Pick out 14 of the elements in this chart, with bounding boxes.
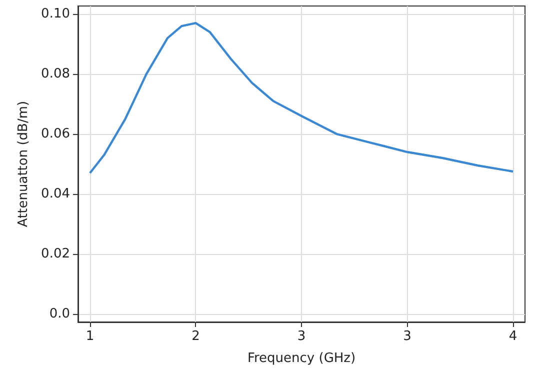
line-series bbox=[88, 22, 514, 174]
y-tick-label: 0.10 bbox=[41, 6, 70, 22]
x-tick-label: 2 bbox=[192, 329, 200, 344]
x-tick-label: 3 bbox=[403, 329, 412, 344]
x-tick-label: 1 bbox=[86, 329, 94, 344]
x-tick-label: 3 bbox=[297, 329, 306, 344]
y-tick-label: 0.06 bbox=[41, 126, 70, 142]
y-tick-label: 0.08 bbox=[41, 66, 70, 82]
x-tick-label: 4 bbox=[508, 329, 518, 344]
y-tick-label: 0.04 bbox=[41, 186, 70, 202]
y-tick-label: 0.02 bbox=[41, 246, 70, 262]
x-axis-title: Frequency (GHz) bbox=[247, 351, 356, 366]
y-axis-title: Attenuatton (dB/m) bbox=[16, 100, 32, 228]
y-tick-label: 0.0 bbox=[49, 306, 70, 322]
